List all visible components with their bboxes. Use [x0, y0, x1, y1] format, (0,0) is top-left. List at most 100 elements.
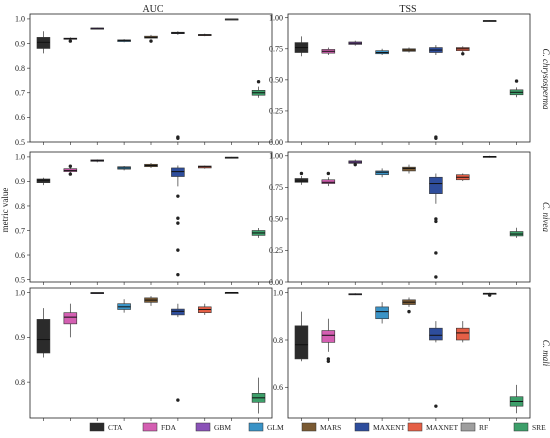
panel-tss-nivea: 0.00 0.25 0.50 0.75 1.00	[269, 152, 531, 287]
legend-label: MARS	[320, 423, 341, 432]
box-maxent	[429, 45, 443, 140]
outlier-point	[434, 136, 438, 140]
panel-frame	[29, 13, 273, 143]
box-glm	[375, 302, 389, 324]
y-tick-label: 0.8	[273, 336, 283, 345]
box-fda	[63, 37, 78, 43]
legend-item-rf: RF	[460, 422, 488, 432]
box-gbm	[348, 293, 362, 296]
box-mars	[144, 34, 158, 43]
legend-swatch	[513, 422, 529, 432]
box-body	[321, 179, 336, 184]
box-body	[294, 325, 309, 360]
outlier-point	[461, 52, 465, 56]
y-tick-label: 0.00	[269, 138, 283, 147]
legend: CTA FDA GBM GLM MARS MAXENT MAXNET RF SRE	[89, 422, 546, 432]
box-rf	[482, 20, 497, 22]
box-fda	[321, 318, 336, 363]
outlier-point	[326, 171, 331, 176]
y-tick-label: 1.0	[15, 15, 25, 24]
y-tick-label: 0.8	[15, 378, 25, 387]
box-maxnet	[198, 165, 212, 169]
box-glm	[117, 39, 131, 43]
box-glm	[375, 168, 389, 178]
y-tick-label: 0.6	[273, 383, 283, 392]
box-maxnet	[456, 321, 470, 343]
outlier-point	[68, 164, 73, 168]
panel-auc-mali: 0.8 0.9 1.0	[15, 287, 273, 421]
y-tick-label: 0.9	[15, 333, 25, 342]
box-cta	[294, 171, 309, 185]
y-tick-label: 1.00	[269, 152, 283, 161]
outlier-point	[326, 359, 331, 363]
legend-swatch	[460, 422, 476, 432]
legend-item-fda: FDA	[142, 422, 177, 432]
panels: 0.50.60.70.80.91.00.000.250.500.751.000.…	[15, 13, 531, 421]
panel-tss-mali: 0.6 0.8 1.0	[273, 287, 531, 421]
box-maxent	[429, 321, 443, 408]
box-glm	[117, 299, 131, 313]
column-title-tss: TSS	[399, 4, 416, 15]
outlier-point	[176, 194, 180, 198]
outlier-point	[176, 221, 180, 225]
box-body	[429, 176, 443, 194]
column-title-auc: AUC	[142, 4, 163, 15]
box-glm	[375, 48, 389, 56]
legend-swatch	[407, 422, 423, 432]
outlier-point	[434, 275, 438, 279]
y-tick-label: 0.8	[15, 202, 25, 211]
outlier-point	[256, 79, 261, 84]
box-cta	[294, 36, 309, 57]
y-axis-label: metric value	[0, 188, 10, 233]
legend-swatch	[248, 422, 264, 432]
legend-item-gbm: GBM	[195, 422, 231, 432]
box-cta	[36, 177, 51, 186]
box-body	[402, 166, 416, 172]
outlier-point	[434, 217, 438, 221]
box-mars	[144, 163, 158, 168]
legend-swatch	[89, 422, 105, 432]
box-gbm	[90, 27, 104, 30]
outlier-point	[434, 251, 438, 255]
y-tick-label: 0.75	[269, 183, 283, 192]
outlier-point	[68, 172, 73, 176]
legend-item-glm: GLM	[248, 422, 284, 432]
outlier-point	[176, 398, 180, 402]
box-glm	[117, 165, 131, 171]
y-tick-label: 1.0	[15, 288, 25, 297]
outlier-point	[176, 272, 180, 277]
legend-label: GBM	[214, 423, 231, 432]
outlier-point	[434, 404, 438, 408]
outlier-point	[487, 293, 492, 297]
box-rf	[224, 18, 239, 21]
box-cta	[36, 308, 51, 358]
box-rf	[482, 155, 497, 158]
box-body	[375, 306, 389, 320]
outlier-point	[299, 171, 304, 176]
outlier-point	[407, 309, 411, 314]
y-tick-label: 0.00	[269, 278, 283, 287]
box-maxnet	[198, 33, 212, 37]
y-tick-label: 0.9	[15, 177, 25, 186]
box-rf	[224, 156, 239, 159]
y-tick-label: 0.7	[15, 89, 25, 98]
y-tick-label: 0.6	[15, 251, 25, 260]
y-tick-label: 0.7	[15, 226, 25, 235]
box-sre	[251, 228, 266, 238]
row-label-nivea: C. nivea	[541, 202, 550, 232]
legend-swatch	[195, 422, 211, 432]
box-body	[63, 312, 78, 325]
outlier-point	[434, 219, 438, 224]
legend-label: GLM	[267, 423, 284, 432]
y-tick-label: 1.00	[269, 14, 283, 23]
box-gbm	[348, 159, 362, 167]
y-tick-label: 0.50	[269, 76, 283, 85]
outlier-point	[514, 79, 519, 83]
panel-frame	[287, 287, 531, 419]
box-maxent	[171, 165, 185, 277]
panel-auc-nivea: 0.5 0.6 0.7 0.8 0.9 1.0	[15, 151, 273, 285]
legend-swatch	[354, 422, 370, 432]
legend-item-sre: SRE	[513, 422, 546, 432]
box-gbm	[90, 159, 104, 163]
